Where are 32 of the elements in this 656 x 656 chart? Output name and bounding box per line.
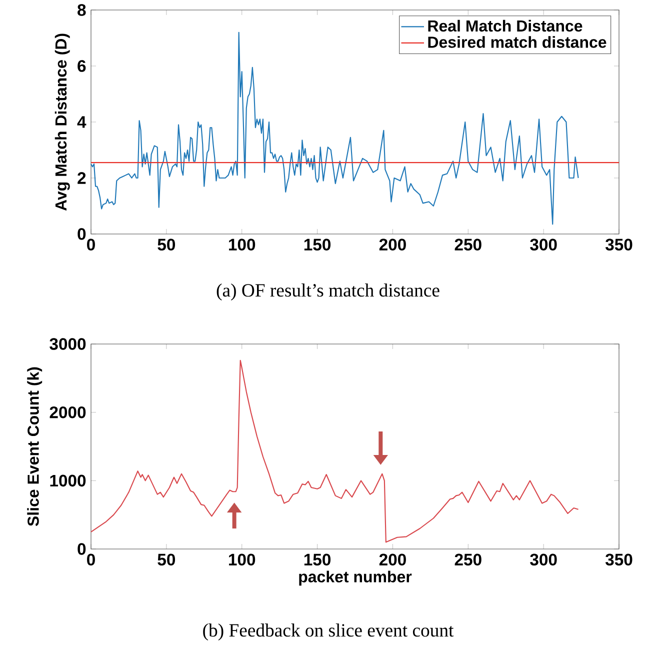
x-tick-label: 350 <box>605 554 632 566</box>
x-tick-label: 250 <box>454 238 482 251</box>
y-tick-label: 0 <box>78 228 86 240</box>
y-axis-title: Slice Event Count (k) <box>27 367 42 526</box>
text: (b) Feedback on slice event count <box>203 624 454 640</box>
x-tick-label: 50 <box>158 238 176 251</box>
legend-label: Real Match Distance <box>428 20 582 32</box>
x-tick-label: 350 <box>605 238 632 251</box>
legend-label: Desired match distance <box>428 36 606 48</box>
x-tick-label: 150 <box>304 238 331 251</box>
x-axis-title: packet number <box>299 570 412 586</box>
y-tick-label: 1000 <box>50 474 86 487</box>
y-tick-label: 2 <box>78 172 86 184</box>
x-tick-label: 0 <box>87 554 95 566</box>
y-tick-label: 4 <box>77 116 86 128</box>
x-tick-label: 0 <box>87 238 95 251</box>
x-tick-label: 200 <box>379 554 406 566</box>
y-tick-label: 2000 <box>50 406 86 418</box>
y-tick-label: 0 <box>78 543 86 555</box>
x-tick-label: 100 <box>229 554 256 566</box>
text: (a) OF result’s match distance <box>216 284 440 300</box>
y-tick-label: 3000 <box>50 338 86 350</box>
y-tick-label: 8 <box>78 4 86 16</box>
x-tick-label: 50 <box>158 554 176 566</box>
x-tick-label: 300 <box>530 554 557 566</box>
x-tick-label: 200 <box>379 238 406 251</box>
x-tick-label: 250 <box>454 554 482 566</box>
x-tick-label: 150 <box>304 554 331 566</box>
x-tick-label: 100 <box>229 238 256 251</box>
y-axis-title: Avg Match Distance (D) <box>54 34 70 211</box>
x-tick-label: 300 <box>530 238 557 251</box>
y-tick-label: 6 <box>78 60 86 72</box>
